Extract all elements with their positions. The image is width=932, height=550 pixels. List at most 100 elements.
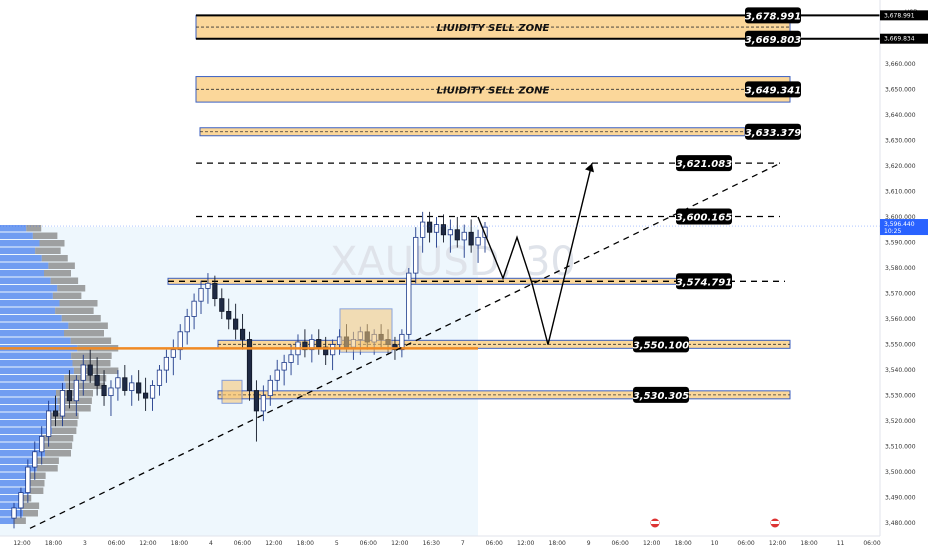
volume-profile-bar-up	[0, 262, 49, 269]
volume-profile-bar-down	[65, 382, 106, 389]
volume-profile-bar-up	[0, 270, 44, 277]
time-tick-label: 06:00	[611, 540, 628, 547]
candle-body	[281, 362, 287, 371]
volume-profile-bar-up	[0, 517, 14, 524]
volume-profile-bar-up	[0, 420, 51, 427]
candle-body	[52, 410, 59, 417]
price-tick-label: 3,550.000	[885, 342, 916, 349]
level-tag-text: 3,621.083	[676, 159, 732, 170]
volume-profile-bar-up	[0, 472, 28, 479]
time-tick-label: 16:30	[423, 540, 440, 547]
volume-profile-bar-down	[44, 270, 71, 277]
level-tag	[676, 273, 732, 290]
volume-profile-bar-up	[0, 495, 21, 502]
candle-body	[129, 382, 135, 391]
time-tick-label: 10	[711, 540, 719, 547]
time-tick-label: 06:00	[486, 540, 503, 547]
level-tag	[745, 7, 801, 24]
candle-body	[267, 379, 273, 397]
time-tick-label: 06:00	[108, 540, 125, 547]
candle-body	[426, 221, 433, 233]
volume-profile-bar-down	[59, 300, 98, 307]
candle-body	[309, 339, 315, 351]
candle-body	[177, 331, 183, 351]
level-tag	[633, 386, 689, 403]
candle-body	[143, 392, 149, 399]
price-tick-label: 3,620.000	[885, 163, 916, 170]
volume-profile-bar-down	[51, 427, 77, 434]
volume-profile-bar-down	[39, 240, 65, 247]
trendline	[29, 162, 781, 529]
price-tick-label: 3,650.000	[885, 86, 916, 93]
volume-profile-bar-down	[50, 420, 78, 427]
demand-box	[339, 308, 393, 353]
price-tick-label: 3,610.000	[885, 188, 916, 195]
volume-profile-bar-down	[68, 322, 108, 329]
candle-body	[115, 377, 121, 389]
candle-body	[392, 344, 398, 351]
volume-profile-bar-down	[48, 262, 75, 269]
candle-body	[149, 385, 156, 399]
volume-profile-bar-down	[55, 307, 94, 314]
volume-profile-bar-up	[0, 307, 56, 314]
level-tag	[745, 123, 801, 140]
candle-body	[80, 364, 86, 381]
price-tick-label: 3,480.000	[885, 520, 916, 527]
level-tag-text: 3,600.165	[676, 213, 732, 224]
time-axis[interactable]: 12:00 18:00 3 06:00 12:00 18:00 4 06:00 12:00 18:…	[0, 517, 881, 547]
volume-profile-bar-up	[0, 375, 65, 382]
candle-body	[66, 390, 73, 402]
time-tick-label: 5	[335, 540, 339, 547]
candle-body	[184, 316, 190, 333]
countdown-text: 10:25	[884, 228, 901, 235]
candle-body	[475, 236, 481, 246]
current-price-tag	[880, 219, 928, 236]
price-tick-label: 3,500.000	[885, 469, 916, 476]
time-tick-label: 18:00	[297, 540, 314, 547]
time-tick-label: 3	[83, 540, 87, 547]
level-tag-text: 3,678.991	[745, 11, 801, 22]
volume-profile-bar-up	[0, 315, 62, 322]
volume-profile-bar-up	[0, 450, 45, 457]
candle-body	[101, 385, 107, 397]
price-axis[interactable]: USD 3,480.0003,490.0003,500.0003,510.000…	[879, 0, 928, 536]
volume-profile-bar-up	[0, 247, 36, 254]
zone-label: LIUIDITY SELL ZONE	[437, 23, 550, 34]
candle-body	[46, 410, 52, 437]
time-tick-label: 11	[837, 540, 845, 547]
volume-profile-bar-down	[27, 472, 46, 479]
price-tick-label: 3,560.000	[885, 316, 916, 323]
time-tick-label: 18:00	[549, 540, 566, 547]
candle-body	[447, 229, 453, 236]
axis-price-tag-text: 3,669.834	[884, 36, 915, 43]
economic-event-flag-stripe	[771, 521, 779, 524]
zone-label: LIUIDITY SELL ZONE	[437, 85, 550, 96]
volume-profile-bar-up	[0, 337, 71, 344]
volume-profile-bar-up	[0, 480, 29, 487]
price-tick-label: 3,530.000	[885, 393, 916, 400]
candle-body	[316, 339, 322, 348]
projection-path	[477, 163, 593, 345]
volume-profile-bar-down	[43, 442, 73, 449]
axis-price-tag	[880, 10, 928, 21]
candle-body	[18, 492, 24, 509]
candle-body	[226, 310, 232, 320]
time-tick-label: 18:00	[171, 540, 188, 547]
volume-profile-bar-down	[73, 367, 119, 374]
candle-body	[468, 231, 474, 246]
candle-body	[323, 346, 329, 356]
volume-profile-bar-down	[64, 330, 104, 337]
candle-body	[288, 354, 294, 363]
volume-profile-bar-down	[58, 405, 91, 412]
price-tick-label: 3,490.000	[885, 495, 916, 502]
candle-body	[454, 229, 460, 241]
volume-profile-bar-up	[0, 277, 51, 284]
volume-profile-bar-up	[0, 300, 60, 307]
volume-profile-bar-down	[50, 277, 79, 284]
zones-layer: LIUIDITY SELL ZONE 3,678.991 3,669.803 LIUI…	[167, 7, 880, 403]
volume-profile-bar-up	[0, 442, 44, 449]
time-tick-label: 4	[209, 540, 213, 547]
volume-profile-bar-down	[26, 225, 42, 232]
candle-body	[39, 436, 45, 453]
